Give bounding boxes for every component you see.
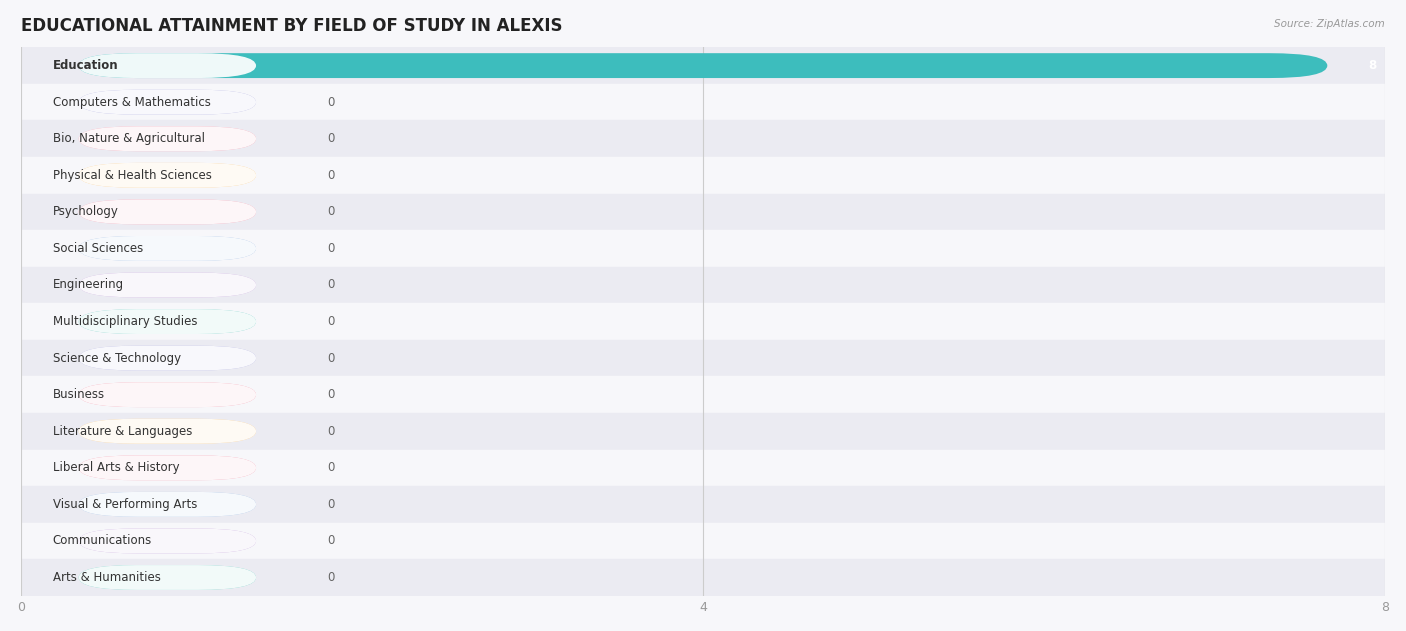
Bar xyxy=(21,377,1385,413)
Bar xyxy=(21,449,1385,486)
FancyBboxPatch shape xyxy=(79,346,256,370)
Text: 0: 0 xyxy=(328,205,335,218)
Text: Social Sciences: Social Sciences xyxy=(52,242,143,255)
Bar xyxy=(21,304,1385,340)
FancyBboxPatch shape xyxy=(79,236,256,261)
Bar xyxy=(21,121,1385,157)
FancyBboxPatch shape xyxy=(79,236,256,261)
Text: Liberal Arts & History: Liberal Arts & History xyxy=(52,461,180,475)
Bar xyxy=(21,267,1385,304)
FancyBboxPatch shape xyxy=(79,163,256,188)
Bar xyxy=(21,84,1385,121)
FancyBboxPatch shape xyxy=(79,126,256,151)
Text: 0: 0 xyxy=(328,242,335,255)
FancyBboxPatch shape xyxy=(79,492,256,517)
Bar xyxy=(21,47,1385,84)
Text: Communications: Communications xyxy=(52,534,152,548)
Bar xyxy=(21,522,1385,559)
FancyBboxPatch shape xyxy=(79,309,256,334)
Text: 0: 0 xyxy=(328,461,335,475)
Bar xyxy=(21,230,1385,267)
FancyBboxPatch shape xyxy=(79,419,256,444)
Text: EDUCATIONAL ATTAINMENT BY FIELD OF STUDY IN ALEXIS: EDUCATIONAL ATTAINMENT BY FIELD OF STUDY… xyxy=(21,16,562,35)
FancyBboxPatch shape xyxy=(79,382,256,407)
Text: Business: Business xyxy=(52,388,105,401)
Bar xyxy=(21,486,1385,522)
Text: Education: Education xyxy=(52,59,118,72)
Bar xyxy=(21,559,1385,596)
FancyBboxPatch shape xyxy=(79,53,1327,78)
FancyBboxPatch shape xyxy=(79,53,256,78)
Text: 0: 0 xyxy=(328,133,335,145)
Text: Source: ZipAtlas.com: Source: ZipAtlas.com xyxy=(1274,19,1385,29)
Text: Psychology: Psychology xyxy=(52,205,118,218)
Text: 8: 8 xyxy=(1368,59,1376,72)
FancyBboxPatch shape xyxy=(79,309,256,334)
FancyBboxPatch shape xyxy=(79,346,256,370)
Text: 0: 0 xyxy=(328,388,335,401)
Text: 0: 0 xyxy=(328,571,335,584)
FancyBboxPatch shape xyxy=(79,90,256,115)
Bar xyxy=(21,194,1385,230)
Text: 0: 0 xyxy=(328,425,335,438)
FancyBboxPatch shape xyxy=(79,163,256,188)
FancyBboxPatch shape xyxy=(79,565,256,590)
Text: 0: 0 xyxy=(328,96,335,109)
FancyBboxPatch shape xyxy=(79,529,256,553)
Text: Arts & Humanities: Arts & Humanities xyxy=(52,571,160,584)
FancyBboxPatch shape xyxy=(79,273,256,297)
Bar xyxy=(21,413,1385,449)
FancyBboxPatch shape xyxy=(79,529,256,553)
FancyBboxPatch shape xyxy=(79,492,256,517)
FancyBboxPatch shape xyxy=(79,456,256,480)
Text: 0: 0 xyxy=(328,534,335,548)
Text: Visual & Performing Arts: Visual & Performing Arts xyxy=(52,498,197,511)
Text: 0: 0 xyxy=(328,169,335,182)
Text: 0: 0 xyxy=(328,498,335,511)
Text: Science & Technology: Science & Technology xyxy=(52,351,181,365)
FancyBboxPatch shape xyxy=(79,382,256,407)
Text: 0: 0 xyxy=(328,351,335,365)
FancyBboxPatch shape xyxy=(79,126,256,151)
Text: Multidisciplinary Studies: Multidisciplinary Studies xyxy=(52,315,197,328)
Text: Engineering: Engineering xyxy=(52,278,124,292)
FancyBboxPatch shape xyxy=(79,565,256,590)
Bar xyxy=(21,340,1385,377)
FancyBboxPatch shape xyxy=(79,456,256,480)
FancyBboxPatch shape xyxy=(79,199,256,224)
Text: Computers & Mathematics: Computers & Mathematics xyxy=(52,96,211,109)
Text: Literature & Languages: Literature & Languages xyxy=(52,425,193,438)
Bar xyxy=(21,157,1385,194)
FancyBboxPatch shape xyxy=(79,273,256,297)
FancyBboxPatch shape xyxy=(79,90,256,115)
Text: 0: 0 xyxy=(328,278,335,292)
Text: Physical & Health Sciences: Physical & Health Sciences xyxy=(52,169,211,182)
FancyBboxPatch shape xyxy=(79,419,256,444)
FancyBboxPatch shape xyxy=(79,199,256,224)
Text: 0: 0 xyxy=(328,315,335,328)
Text: Bio, Nature & Agricultural: Bio, Nature & Agricultural xyxy=(52,133,205,145)
